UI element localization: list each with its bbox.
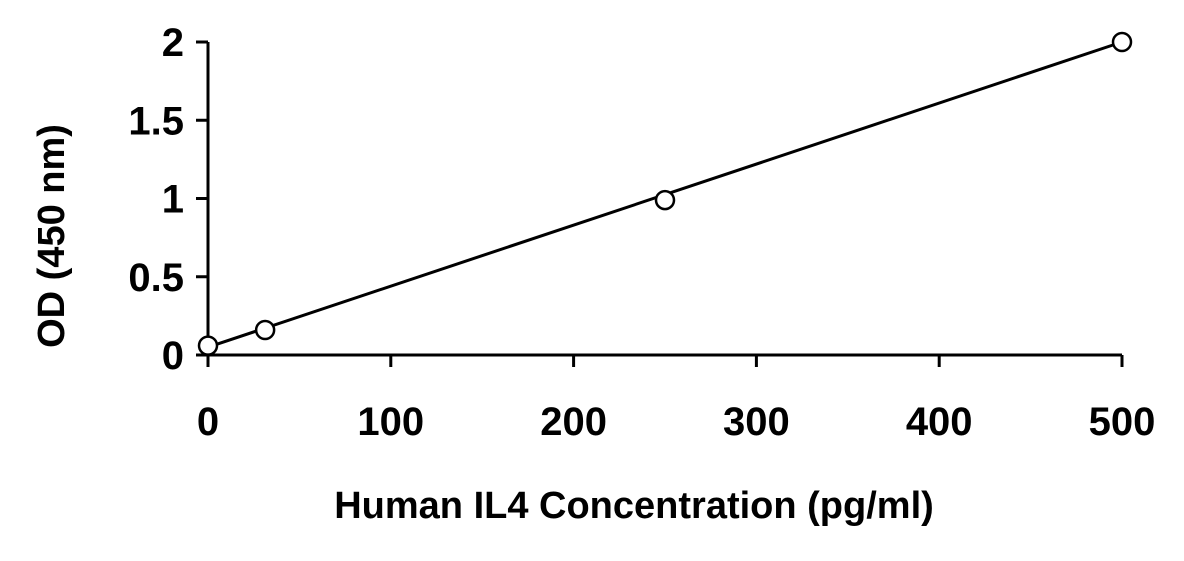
y-tick-label: 1.5 (128, 99, 184, 143)
y-tick-label: 1 (162, 178, 184, 222)
data-point (254, 319, 276, 341)
y-tick-label: 2 (162, 21, 184, 65)
plot-area: 0 0.5 1 1.5 2 0 100 200 300 400 500 (128, 21, 1155, 444)
y-tick-label: 0 (162, 334, 184, 378)
x-tick-label: 300 (723, 400, 790, 444)
x-tick-label: 500 (1089, 400, 1156, 444)
x-axis-title: Human IL4 Concentration (pg/ml) (334, 485, 934, 527)
x-tick-label: 400 (906, 400, 973, 444)
x-tick-label: 200 (540, 400, 607, 444)
data-point (1111, 31, 1133, 53)
y-tick-label: 0.5 (128, 256, 184, 300)
x-tick-label: 100 (357, 400, 424, 444)
y-axis-title: OD (450 nm) (31, 124, 73, 348)
data-point (197, 335, 219, 356)
x-tick-label: 0 (197, 400, 219, 444)
data-point (654, 189, 676, 211)
